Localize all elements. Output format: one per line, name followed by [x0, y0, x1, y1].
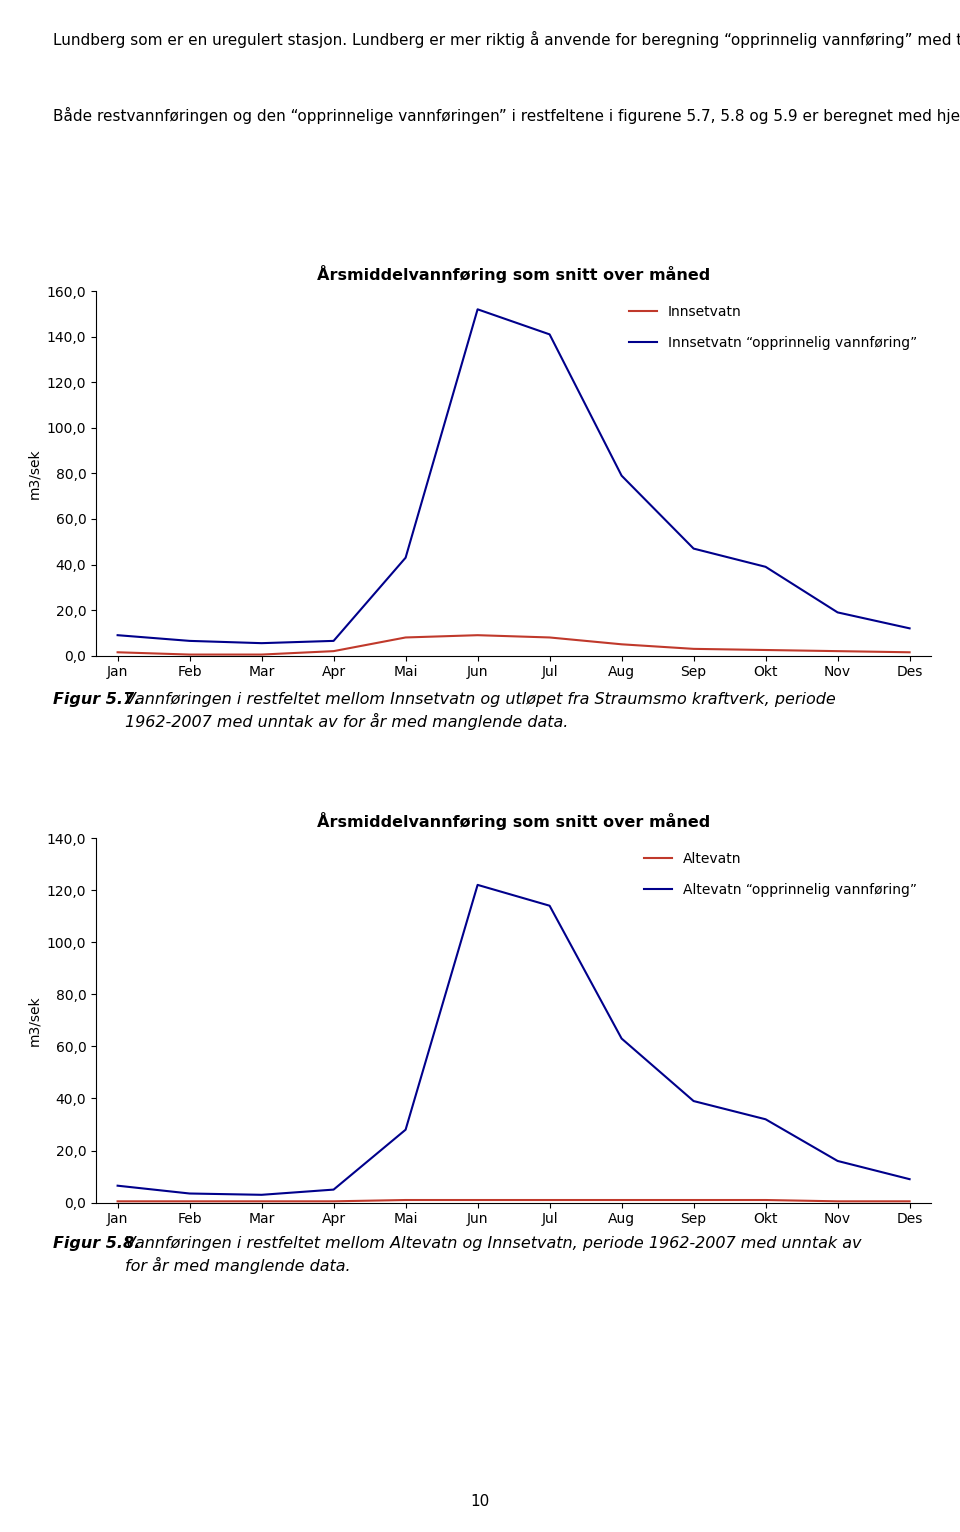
Altevatn “opprinnelig vannføring” — [327, 1180, 339, 1198]
Innsetvatn — [543, 628, 555, 647]
Innsetvatn “opprinnelig vannføring” — [255, 634, 267, 653]
Innsetvatn — [183, 645, 195, 663]
Innsetvatn “opprinnelig vannføring” — [327, 631, 339, 650]
Text: Vannføringen i restfeltet mellom Altevatn og Innsetvatn, periode 1962-2007 med u: Vannføringen i restfeltet mellom Altevat… — [125, 1236, 861, 1275]
Altevatn “opprinnelig vannføring” — [183, 1184, 195, 1203]
Text: Figur 5.8.: Figur 5.8. — [53, 1236, 140, 1252]
Innsetvatn — [399, 628, 411, 647]
Innsetvatn — [903, 643, 915, 662]
Altevatn — [111, 1192, 123, 1210]
Line: Altevatn “opprinnelig vannføring”: Altevatn “opprinnelig vannføring” — [117, 885, 909, 1195]
Innsetvatn “opprinnelig vannføring” — [111, 627, 123, 645]
Innsetvatn “opprinnelig vannføring” — [183, 631, 195, 650]
Innsetvatn “opprinnelig vannføring” — [687, 539, 699, 558]
Innsetvatn — [759, 640, 771, 659]
Innsetvatn — [327, 642, 339, 660]
Innsetvatn — [255, 645, 267, 663]
Altevatn “opprinnelig vannføring” — [903, 1170, 915, 1189]
Innsetvatn “opprinnelig vannføring” — [399, 548, 411, 567]
Innsetvatn “opprinnelig vannføring” — [471, 300, 483, 319]
Line: Innsetvatn “opprinnelig vannføring”: Innsetvatn “opprinnelig vannføring” — [117, 309, 909, 643]
Text: Både restvannføringen og den “opprinnelige vannføringen” i restfeltene i figuren: Både restvannføringen og den “opprinneli… — [53, 107, 960, 124]
Title: Årsmiddelvannføring som snitt over måned: Årsmiddelvannføring som snitt over måned — [317, 265, 710, 283]
Altevatn “opprinnelig vannføring” — [687, 1092, 699, 1111]
Legend: Altevatn, Altevatn “opprinnelig vannføring”: Altevatn, Altevatn “opprinnelig vannføri… — [637, 846, 924, 904]
Innsetvatn — [831, 642, 843, 660]
Text: Vannføringen i restfeltet mellom Innsetvatn og utløpet fra Straumsmo kraftverk, : Vannføringen i restfeltet mellom Innsetv… — [125, 692, 835, 731]
Altevatn — [903, 1192, 915, 1210]
Text: Lundberg som er en uregulert stasjon. Lundberg er mer riktig å anvende for bereg: Lundberg som er en uregulert stasjon. Lu… — [53, 31, 960, 47]
Altevatn “opprinnelig vannføring” — [543, 896, 555, 915]
Altevatn “opprinnelig vannføring” — [471, 876, 483, 895]
Altevatn — [255, 1192, 267, 1210]
Altevatn — [327, 1192, 339, 1210]
Altevatn — [831, 1192, 843, 1210]
Innsetvatn — [687, 640, 699, 659]
Legend: Innsetvatn, Innsetvatn “opprinnelig vannføring”: Innsetvatn, Innsetvatn “opprinnelig vann… — [622, 299, 924, 357]
Innsetvatn “opprinnelig vannføring” — [615, 466, 627, 484]
Altevatn “opprinnelig vannføring” — [255, 1186, 267, 1204]
Altevatn — [543, 1190, 555, 1209]
Altevatn — [471, 1190, 483, 1209]
Innsetvatn “opprinnelig vannføring” — [543, 325, 555, 343]
Innsetvatn — [615, 636, 627, 654]
Y-axis label: m3/sek: m3/sek — [27, 994, 41, 1046]
Altevatn “opprinnelig vannføring” — [831, 1152, 843, 1170]
Altevatn “opprinnelig vannføring” — [759, 1111, 771, 1129]
Altevatn — [759, 1190, 771, 1209]
Altevatn — [183, 1192, 195, 1210]
Title: Årsmiddelvannføring som snitt over måned: Årsmiddelvannføring som snitt over måned — [317, 812, 710, 830]
Altevatn — [615, 1190, 627, 1209]
Altevatn “opprinnelig vannføring” — [615, 1030, 627, 1048]
Innsetvatn “opprinnelig vannføring” — [759, 558, 771, 576]
Text: Figur 5.7.: Figur 5.7. — [53, 692, 140, 708]
Altevatn “opprinnelig vannføring” — [111, 1177, 123, 1195]
Innsetvatn — [471, 627, 483, 645]
Text: 10: 10 — [470, 1494, 490, 1509]
Innsetvatn “opprinnelig vannføring” — [903, 619, 915, 637]
Altevatn — [687, 1190, 699, 1209]
Altevatn — [399, 1190, 411, 1209]
Innsetvatn “opprinnelig vannføring” — [831, 604, 843, 622]
Line: Innsetvatn: Innsetvatn — [117, 636, 909, 654]
Y-axis label: m3/sek: m3/sek — [27, 447, 41, 499]
Altevatn “opprinnelig vannføring” — [399, 1120, 411, 1138]
Innsetvatn — [111, 643, 123, 662]
